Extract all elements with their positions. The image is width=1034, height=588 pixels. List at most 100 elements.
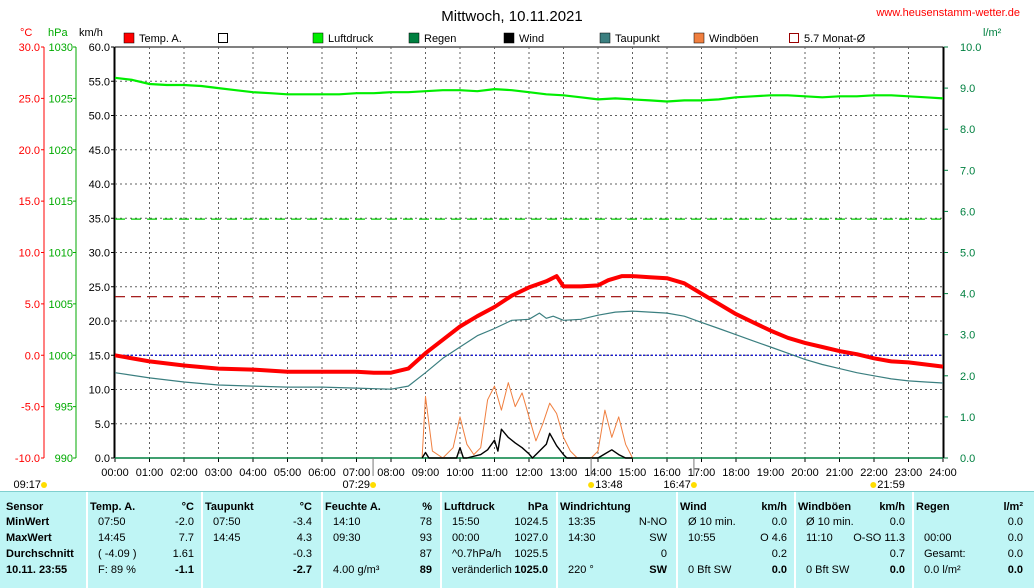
stat-label-press: 00:00 <box>452 532 480 544</box>
stat-value-hum: 78 <box>419 516 432 528</box>
stat-value-press: 1024.5 <box>514 516 548 528</box>
stat-value-wind: O 4.6 <box>760 532 787 544</box>
sun-markers: 09:17 07:29 13:48 16:47 21:59 <box>13 458 905 490</box>
stat-label-wind: 0 Bft SW <box>688 564 732 576</box>
kmh-tick-label: 15.0 <box>89 350 110 362</box>
x-tick-label: 04:00 <box>239 467 267 479</box>
chart-legend: Temp. A. Luftdruck Regen Wind Taupunkt Windbö… <box>123 32 866 45</box>
x-tick-label: 19:00 <box>757 467 785 479</box>
stat-value-dir: SW <box>649 564 667 576</box>
stat-unit-temp: °C <box>181 501 194 513</box>
x-tick-label: 13:00 <box>550 467 578 479</box>
temp-tick-label: 0.0 <box>25 350 40 362</box>
stat-unit-wind: km/h <box>761 501 787 513</box>
temp-tick-label: 15.0 <box>19 196 40 208</box>
stat-column-divider <box>556 492 558 588</box>
stat-value-wind: 0.0 <box>771 564 787 576</box>
rain-tick-label: 10.0 <box>960 42 981 54</box>
stat-value-dew: -3.4 <box>293 516 312 528</box>
x-tick-label: 11:00 <box>481 467 508 479</box>
legend-swatch <box>503 32 515 44</box>
sensor-row-label: MinWert <box>6 516 50 528</box>
stat-value-press: 1025.0 <box>514 564 548 576</box>
kmh-tick-label: 25.0 <box>89 282 110 294</box>
kmh-tick-label: 40.0 <box>89 179 110 191</box>
legend-swatch <box>693 32 705 44</box>
hpa-tick-label: 1005 <box>49 299 73 311</box>
sensor-row-label: MaxWert <box>6 532 52 544</box>
x-tick-label: 17:00 <box>688 467 716 479</box>
x-tick-label: 00:00 <box>101 467 129 479</box>
rain-tick-label: 1.0 <box>960 412 975 424</box>
temp-tick-label: 5.0 <box>25 299 40 311</box>
sun-icon <box>870 482 877 488</box>
stat-value-rain: 0.0 <box>1007 564 1023 576</box>
x-tick-label: 12:00 <box>515 467 543 479</box>
stat-value-temp: 1.61 <box>172 548 194 560</box>
kmh-tick-label: 60.0 <box>89 42 110 54</box>
stat-label-temp: F: 89 % <box>98 564 136 576</box>
hpa-tick-label: 1030 <box>49 42 73 54</box>
legend-swatch <box>408 32 420 44</box>
stat-unit-hum: % <box>422 501 432 513</box>
stat-label-rain: 0.0 l/m² <box>924 564 961 576</box>
stat-column-divider <box>321 492 323 588</box>
temp-tick-label: 20.0 <box>19 145 40 157</box>
stat-column-divider <box>201 492 203 588</box>
kmh-tick-label: 20.0 <box>89 316 110 328</box>
stat-label-press: 15:50 <box>452 516 480 528</box>
stat-value-gust: 0.7 <box>889 548 905 560</box>
sun-marker-label: 21:59 <box>877 479 905 490</box>
stat-unit-gust: km/h <box>879 501 905 513</box>
kmh-tick-label: 35.0 <box>89 213 110 225</box>
temp-tick-label: 10.0 <box>19 248 40 260</box>
sun-marker-label: 16:47 <box>663 479 691 490</box>
stat-label-hum: 14:10 <box>333 516 361 528</box>
sun-marker-label: 07:29 <box>343 479 371 490</box>
x-tick-label: 10:00 <box>446 467 474 479</box>
legend-label: Taupunkt <box>615 33 660 45</box>
stat-label-gust: Ø 10 min. <box>806 516 854 528</box>
kmh-tick-label: 45.0 <box>89 145 110 157</box>
temp-tick-label: 25.0 <box>19 93 40 105</box>
y-axes: 30.0 25.0 20.0 15.0 10.0 5.0 0.0 -5.0 -10.0 1030 1… <box>15 42 982 465</box>
rain-tick-label: 0.0 <box>960 453 975 465</box>
legend-label: 5.7 Monat-Ø <box>804 33 866 45</box>
x-tick-label: 15:00 <box>619 467 647 479</box>
x-tick-label: 08:00 <box>377 467 405 479</box>
series-line-wind <box>421 428 633 459</box>
site-url[interactable]: www.heusenstamm-wetter.de <box>875 7 1020 19</box>
kmh-tick-label: 50.0 <box>89 111 110 123</box>
rain-tick-label: 6.0 <box>960 206 975 218</box>
stat-value-rain: 0.0 <box>1007 516 1023 528</box>
stat-label-hum: 09:30 <box>333 532 361 544</box>
legend-swatch <box>312 32 324 44</box>
kmh-axis-unit: km/h <box>79 27 103 39</box>
stat-value-press: 1027.0 <box>514 532 548 544</box>
stat-column-divider <box>794 492 796 588</box>
sun-icon <box>588 482 595 488</box>
rain-tick-label: 9.0 <box>960 83 975 95</box>
x-tick-label: 07:00 <box>343 467 371 479</box>
stat-header-dir: Windrichtung <box>560 501 631 513</box>
x-tick-label: 23:00 <box>895 467 923 479</box>
rain-tick-label: 3.0 <box>960 330 975 342</box>
stat-column-divider <box>440 492 442 588</box>
stat-value-gust: O-SO 11.3 <box>853 532 905 544</box>
kmh-tick-label: 10.0 <box>89 385 110 397</box>
stat-header-wind: Wind <box>680 501 707 513</box>
stat-label-temp: 14:45 <box>98 532 126 544</box>
stat-value-rain: 0.0 <box>1007 532 1023 544</box>
sun-icon <box>370 482 377 488</box>
stat-label-press: ^0.7hPa/h <box>452 548 502 560</box>
kmh-tick-label: 30.0 <box>89 248 110 260</box>
series-line-windb-en <box>421 382 633 459</box>
temp-tick-label: -10.0 <box>15 453 40 465</box>
legend-label: Regen <box>424 33 456 45</box>
hpa-tick-label: 1025 <box>49 93 73 105</box>
sun-icon <box>690 482 697 488</box>
stat-value-wind: 0.0 <box>771 516 787 528</box>
hpa-tick-label: 1020 <box>49 145 73 157</box>
rain-axis-unit: l/m² <box>983 27 1002 39</box>
stat-value-hum: 87 <box>419 548 432 560</box>
